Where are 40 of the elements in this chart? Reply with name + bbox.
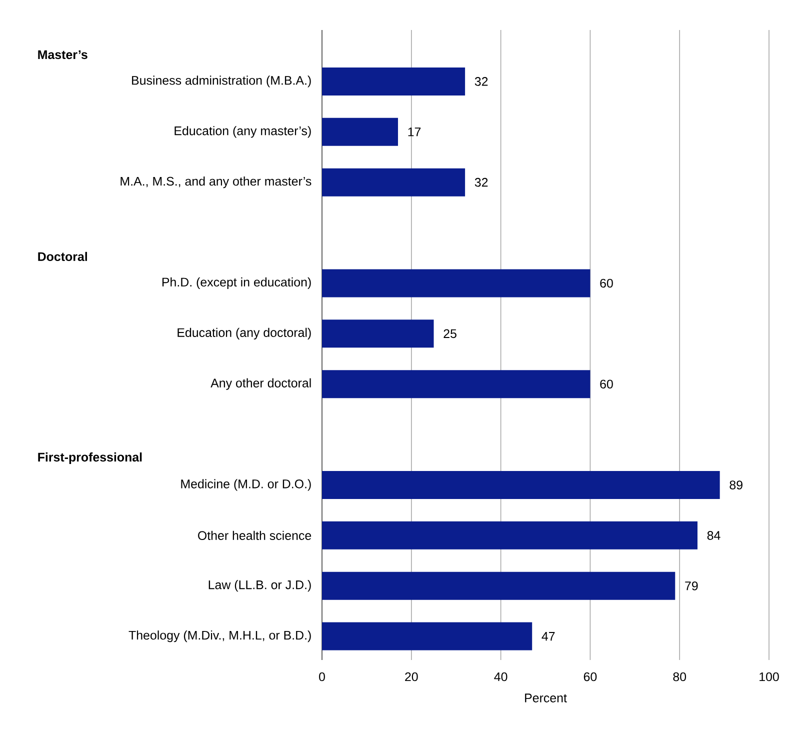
bar — [322, 118, 398, 146]
data-label: 60 — [600, 278, 613, 288]
y-tick-label: Education (any master’s) — [174, 126, 311, 138]
text: Doctoral — [38, 252, 87, 262]
bar — [322, 521, 698, 550]
bar — [322, 269, 590, 298]
bar — [322, 470, 720, 499]
bar — [322, 572, 676, 600]
data-label: 79 — [685, 581, 698, 590]
y-tick-label: Ph.D. (except in education) — [162, 277, 311, 290]
y-tick-label: Education (any doctoral) — [178, 328, 311, 340]
bar — [322, 320, 434, 348]
data-label: 84 — [707, 531, 720, 540]
bar — [322, 67, 466, 96]
text: First-professional — [38, 452, 142, 464]
y-tick-label: Medicine (M.D. or D.O.) — [181, 479, 311, 491]
x-tick-label: 40 — [494, 672, 508, 682]
x-tick-label: 80 — [673, 672, 686, 682]
text: Master’s — [38, 50, 88, 60]
bar — [322, 168, 466, 196]
data-label: 17 — [408, 128, 421, 136]
x-tick-label: 0 — [319, 672, 325, 682]
y-tick-label: Any other doctoral — [210, 378, 311, 390]
y-tick-label: Business administration (M.B.A.) — [132, 76, 311, 88]
bar — [322, 370, 590, 398]
data-label: 89 — [730, 480, 742, 490]
data-label: 60 — [600, 380, 613, 389]
y-tick-label: Theology (M.Div., M.H.L, or B.D.) — [128, 630, 311, 642]
data-label: 32 — [474, 178, 488, 187]
data-label: 25 — [444, 329, 456, 338]
y-tick-label: Other health science — [198, 530, 312, 540]
x-axis-title: Percent — [525, 694, 567, 702]
data-label: 32 — [474, 77, 488, 86]
x-tick-label: 100 — [760, 672, 779, 682]
y-tick-label: M.A., M.S., and any other master’s — [120, 176, 312, 188]
x-tick-label: 60 — [584, 672, 597, 682]
data-label: 47 — [542, 632, 555, 641]
x-tick-label: 20 — [405, 672, 418, 682]
bar — [322, 622, 532, 650]
y-tick-label: Law (LL.B. or J.D.) — [208, 580, 311, 592]
